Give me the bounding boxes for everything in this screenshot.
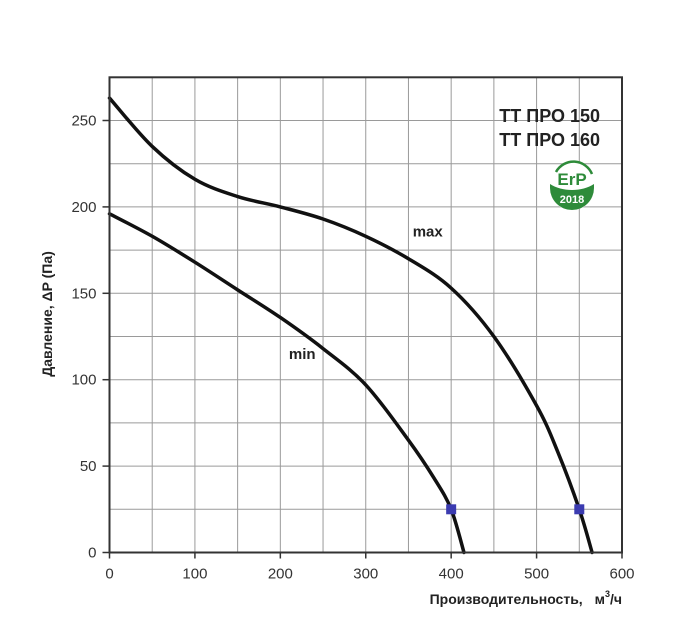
x-axis-unit: м <box>595 591 605 607</box>
x-tick-label: 100 <box>182 566 207 583</box>
x-tick-label: 600 <box>609 566 634 583</box>
y-tick-label: 50 <box>80 458 97 475</box>
curve-min <box>107 212 466 555</box>
y-tick-label: 250 <box>71 113 96 130</box>
y-tick-label: 100 <box>71 372 96 389</box>
x-axis-ticks: 0 100 200 300 400 500 600 <box>105 552 635 583</box>
erp-year: 2018 <box>560 194 584 206</box>
x-axis-title: Производительность, м3/ч <box>430 589 622 607</box>
curve-label-max: max <box>413 223 444 240</box>
marker-max <box>574 504 585 515</box>
x-tick-label: 300 <box>353 566 378 583</box>
x-tick-label: 0 <box>105 566 113 583</box>
model-label-2: ТТ ПРО 160 <box>499 130 600 150</box>
y-tick-label: 200 <box>71 199 96 216</box>
y-axis-title: Давление, ΔP (Па) <box>39 251 55 377</box>
y-tick-label: 150 <box>71 285 96 302</box>
x-axis-unit-tail: /ч <box>610 591 622 607</box>
erp-badge-icon: ErP 2018 <box>548 160 596 210</box>
x-tick-label: 500 <box>524 566 549 583</box>
y-axis-ticks: 0 50 100 150 200 250 <box>71 113 110 562</box>
erp-text: ErP <box>557 170 586 189</box>
model-label-1: ТТ ПРО 150 <box>499 106 600 126</box>
curves <box>107 96 594 555</box>
operating-point-markers <box>446 504 585 515</box>
x-tick-label: 400 <box>439 566 464 583</box>
y-tick-label: 0 <box>88 545 96 562</box>
x-axis-title-main: Производительность, <box>430 591 583 607</box>
x-tick-label: 200 <box>268 566 293 583</box>
x-axis-unit-sup: 3 <box>605 589 610 599</box>
curve-label-min: min <box>289 346 316 363</box>
marker-min <box>446 504 457 515</box>
curve-labels: max min <box>289 223 444 363</box>
curve-max <box>107 96 594 555</box>
